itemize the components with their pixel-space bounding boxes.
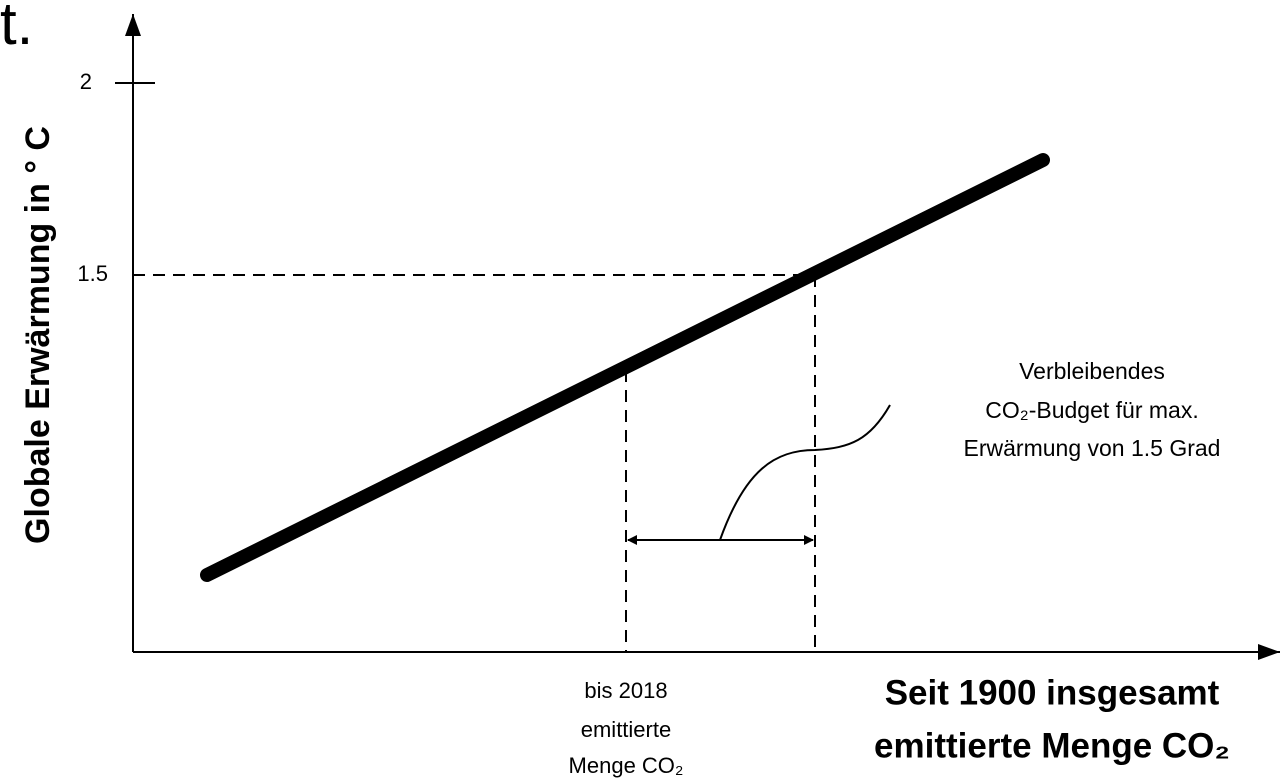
warming-line xyxy=(200,153,1050,582)
callout-curve xyxy=(719,404,891,541)
marker-label-line: Menge CO₂ xyxy=(569,753,684,778)
annotation-line: CO₂-Budget für max. xyxy=(985,397,1198,423)
y-axis-title: Globale Erwärmung in ° C xyxy=(19,126,57,544)
y-tick-label: 2 xyxy=(80,69,92,94)
annotation: Verbleibendes CO₂-Budget für max. Erwärm… xyxy=(964,358,1221,461)
marker-label: bis 2018 emittierte Menge CO₂ xyxy=(569,678,684,778)
annotation-line: Verbleibendes xyxy=(1019,358,1165,384)
guides xyxy=(133,274,816,652)
x-axis-title: Seit 1900 insgesamt emittierte Menge CO₂ xyxy=(874,673,1230,765)
marker-label-line: emittierte xyxy=(581,717,671,742)
y-tick-label: 1.5 xyxy=(77,261,108,286)
x-axis-title-line: Seit 1900 insgesamt xyxy=(885,673,1220,712)
header-fragment: t. xyxy=(0,0,33,57)
x-axis-title-line: emittierte Menge CO₂ xyxy=(874,726,1230,765)
annotation-line: Erwärmung von 1.5 Grad xyxy=(964,435,1221,461)
marker-label-line: bis 2018 xyxy=(584,678,667,703)
